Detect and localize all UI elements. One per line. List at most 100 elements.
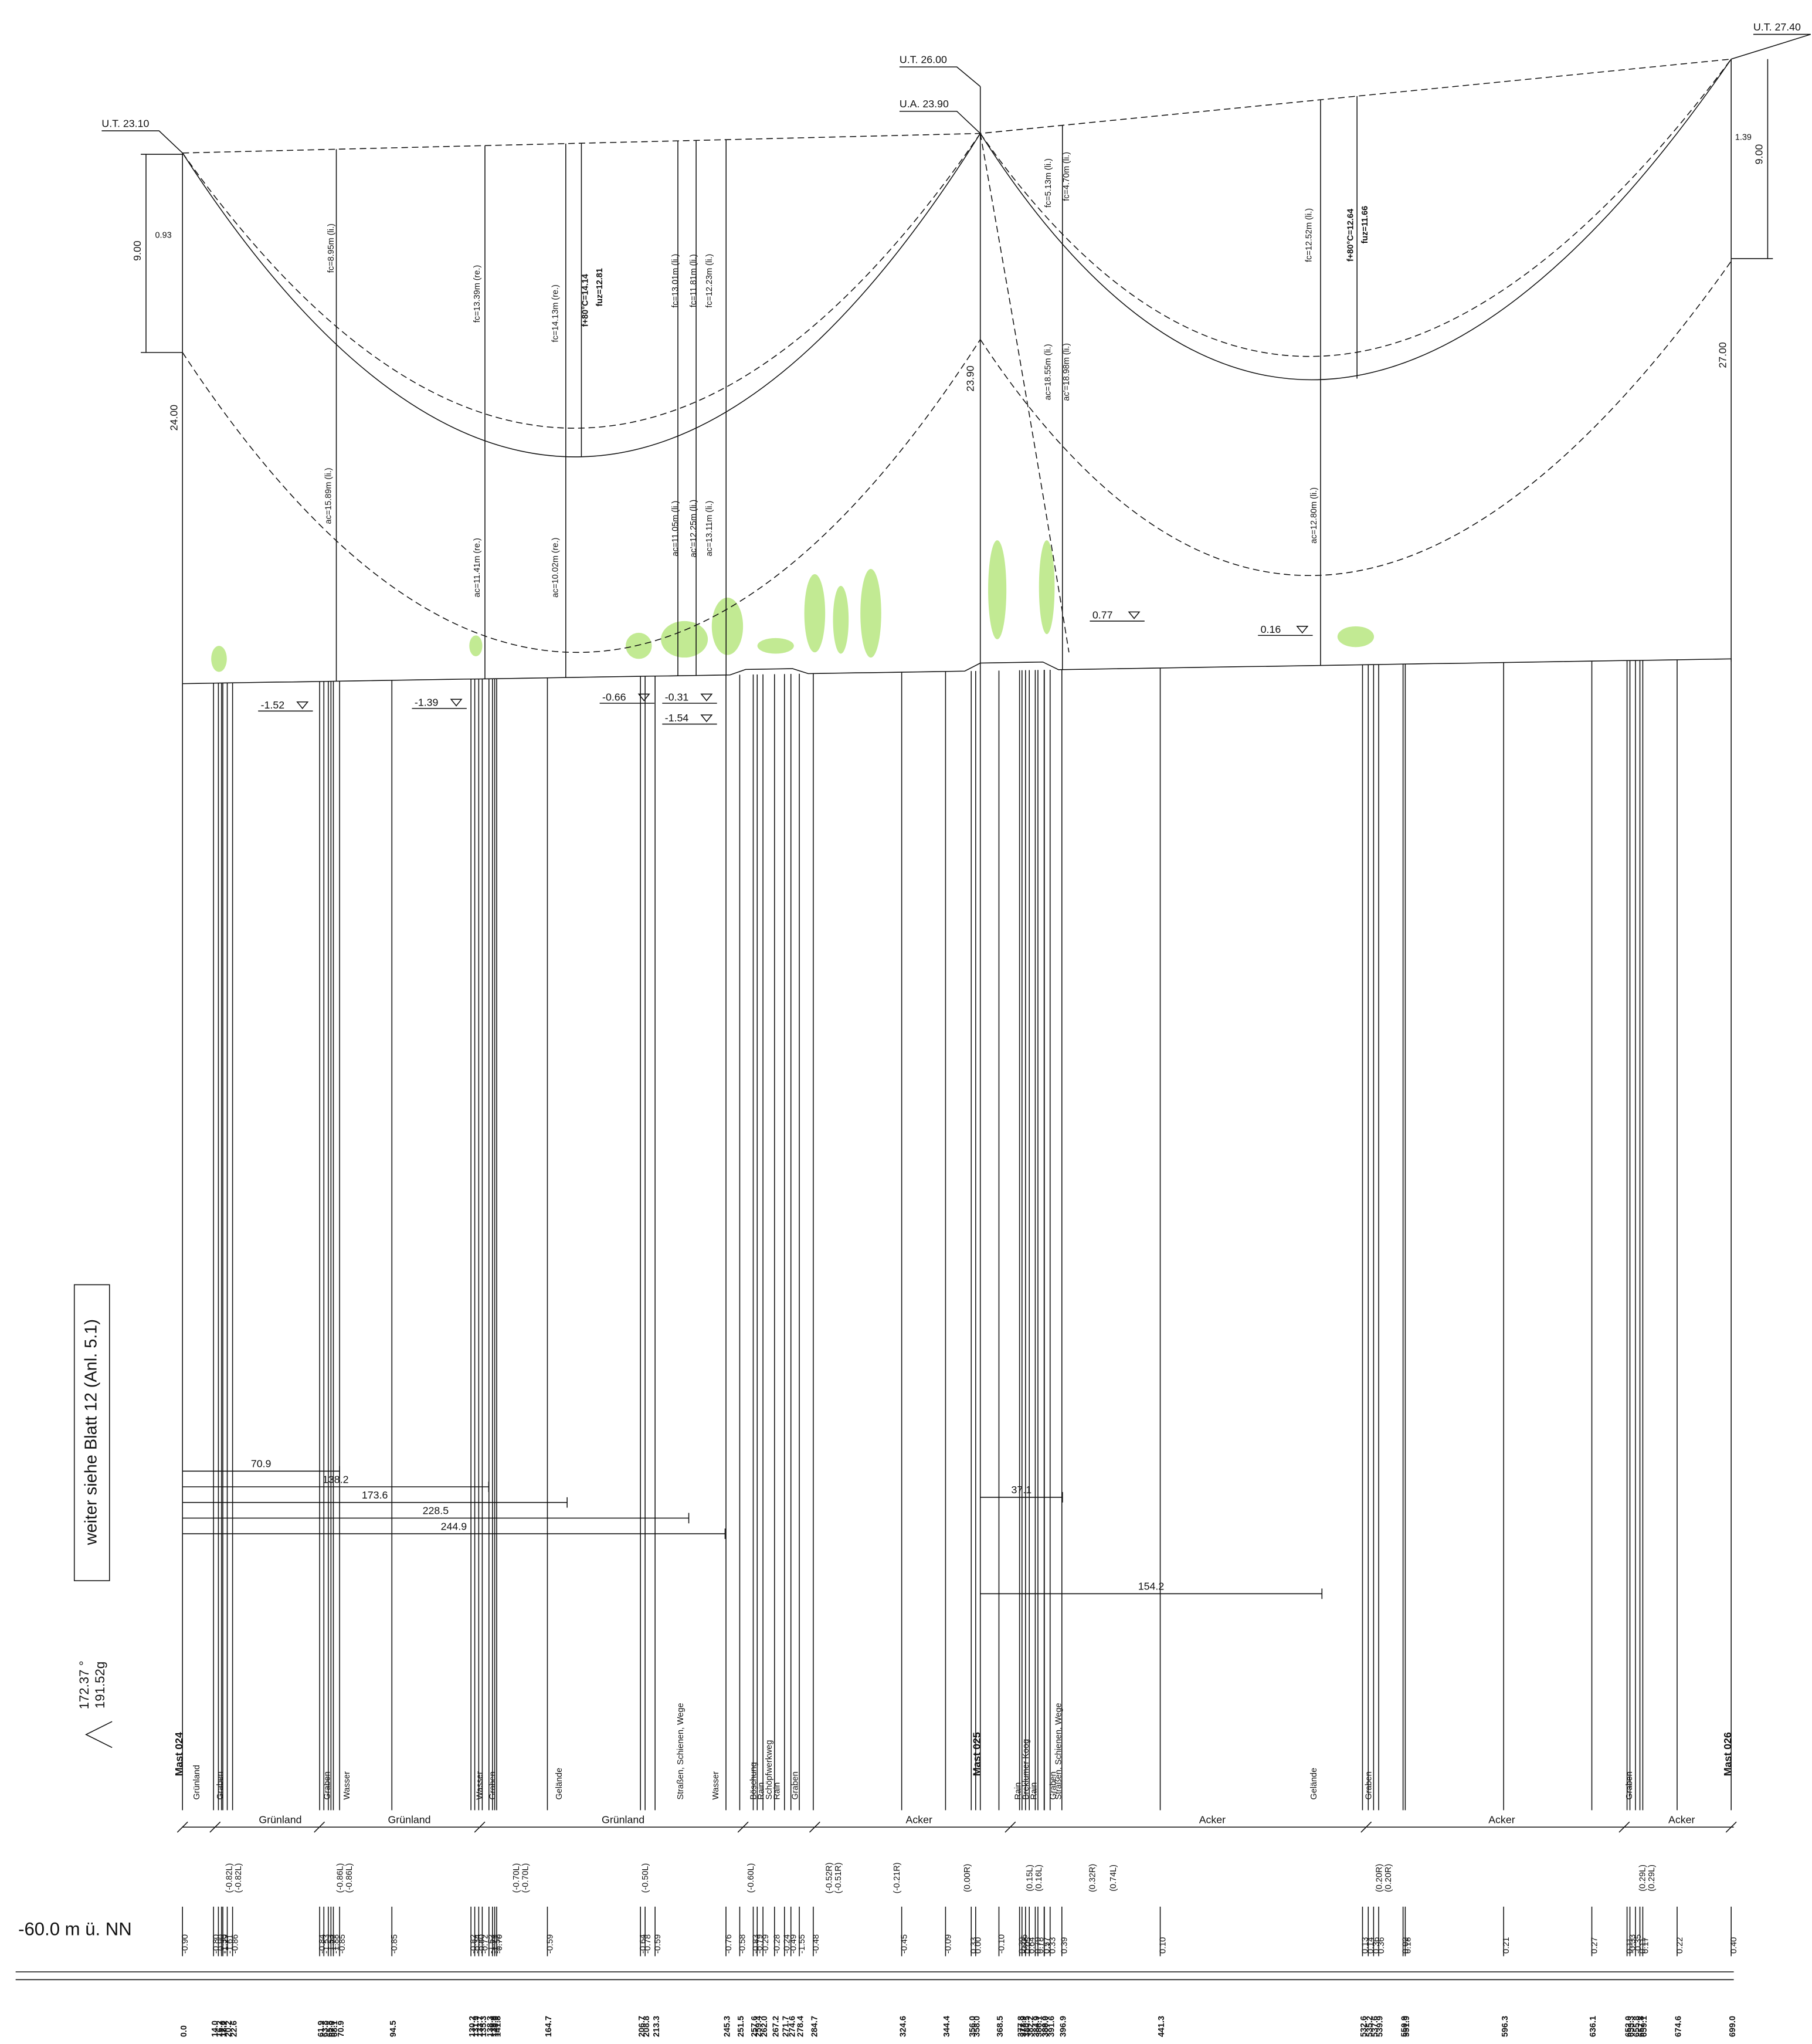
ground-height: -0.34 xyxy=(473,1934,482,1954)
ground-height: 0.33 xyxy=(969,1937,979,1954)
span-label: fc=12.52m (li.) xyxy=(1304,208,1314,262)
crossing: (-0.51R) xyxy=(834,1862,843,1893)
object-label: Wasser xyxy=(711,1771,721,1800)
ground-height: -0.59 xyxy=(545,1934,555,1954)
station: 133.7 xyxy=(476,2016,485,2037)
object-label: Straßen, Schienen, Wege xyxy=(676,1703,686,1799)
span-label: ac=10.02m (re.) xyxy=(551,538,560,598)
vegetation xyxy=(757,638,794,654)
station: 368.5 xyxy=(996,2016,1005,2037)
span-label: ac=13.11m (li.) xyxy=(705,501,714,557)
object-label: Grünland xyxy=(192,1765,202,1799)
ground-height: -1.53 xyxy=(322,1934,331,1954)
sag-label: f+80°C=14.14 xyxy=(581,274,591,327)
crossing: (0.15L) xyxy=(1026,1865,1035,1892)
station: 164.7 xyxy=(544,2016,554,2037)
object-label: Breklumer Koog xyxy=(1022,1739,1031,1800)
object-label: Graben xyxy=(488,1771,498,1799)
dim xyxy=(141,154,183,353)
ground-height: 0.21 xyxy=(1502,1937,1511,1954)
station: 94.5 xyxy=(389,2021,398,2037)
station: 259.4 xyxy=(754,2016,764,2037)
sag-label: f+80°C=12.64 xyxy=(1346,209,1355,262)
vegetation xyxy=(469,635,483,656)
ground-height: 0.40 xyxy=(1729,1937,1739,1954)
sag-label: fuz=12.81 xyxy=(595,268,605,306)
ground-height: -0.90 xyxy=(181,1934,190,1954)
object-label: Rain xyxy=(1014,1782,1023,1800)
crossing: (0.00R) xyxy=(963,1864,972,1892)
ground-height: -1.77 xyxy=(491,1934,500,1954)
station: 70.9 xyxy=(337,2021,346,2037)
mast-name: Mast 024 xyxy=(173,1732,185,1776)
station: 206.7 xyxy=(637,2016,647,2037)
station: 388.9 xyxy=(1041,2016,1050,2037)
ground-height: 0.10 xyxy=(1158,1937,1168,1954)
mast-name: Mast 025 xyxy=(971,1732,983,1776)
ground-height: -0.45 xyxy=(900,1934,910,1954)
station: 537.6 xyxy=(1370,2016,1380,2037)
station: 344.4 xyxy=(942,2016,952,2037)
station: 208.8 xyxy=(642,2016,651,2037)
vegetation xyxy=(804,574,826,653)
ground-height: -0.82 xyxy=(469,1934,479,1954)
object-label: Rain xyxy=(1029,1782,1039,1800)
station: 65.8 xyxy=(325,2021,334,2037)
station: 657.8 xyxy=(1637,2016,1646,2037)
station: 551.9 xyxy=(1402,2016,1411,2037)
station: 68.1 xyxy=(330,2021,340,2037)
station: 539.9 xyxy=(1376,2016,1385,2037)
crossing: (0.20R) xyxy=(1384,1864,1393,1892)
dimension-label: 173.6 xyxy=(362,1489,388,1501)
span-label: fc=14.13m (re.) xyxy=(551,284,560,342)
station: 274.6 xyxy=(788,2016,797,2037)
crossing: (0.16L) xyxy=(1034,1865,1044,1892)
land-use: Acker xyxy=(1668,1814,1695,1826)
object-label: Graben xyxy=(790,1771,800,1799)
ground-mark-symbol xyxy=(662,714,717,725)
mast-name: Mast 026 xyxy=(1722,1732,1733,1776)
land-sep xyxy=(314,1821,325,1833)
crossing: (-0.82L) xyxy=(234,1863,243,1893)
ground-height: -0.80 xyxy=(477,1934,486,1954)
station: 324.6 xyxy=(898,2016,908,2037)
mast-dim: 1.39 xyxy=(1735,133,1752,143)
object-label: Gelände xyxy=(555,1768,564,1800)
ground-height: -0.85 xyxy=(338,1934,347,1954)
station: 389.0 xyxy=(1041,2016,1051,2037)
ground-height: -0.83 xyxy=(751,1934,761,1954)
object-label: Graben xyxy=(1049,1771,1058,1799)
ground-mark-symbol xyxy=(412,699,467,709)
ground-height: -0.78 xyxy=(643,1934,653,1954)
ground-height: 0.78 xyxy=(1036,1937,1046,1954)
station: 386.1 xyxy=(1035,2016,1044,2037)
object-label: Böschung xyxy=(749,1762,758,1799)
station: 535.2 xyxy=(1365,2016,1375,2037)
crossing: (-0.70L) xyxy=(512,1863,521,1893)
station: 380.5 xyxy=(1022,2016,1031,2037)
station: 131.9 xyxy=(471,2016,481,2037)
station: 267.2 xyxy=(771,2016,781,2037)
ground-height: -1.30 xyxy=(220,1934,229,1954)
span-label: ac'=12.25m (li.) xyxy=(689,500,698,558)
land-sep xyxy=(737,1821,749,1833)
land-sep xyxy=(177,1821,188,1833)
angle-symbol xyxy=(84,1721,113,1748)
mast-label: U.T. 26.00 xyxy=(900,53,947,65)
station: 356.0 xyxy=(968,2016,978,2037)
object-label: Graben xyxy=(323,1771,332,1799)
ground-height: -0.49 xyxy=(789,1934,799,1954)
ground-mark: -1.52 xyxy=(261,699,285,711)
dimension-label: 244.9 xyxy=(441,1520,467,1532)
object-label: Wasser xyxy=(342,1771,352,1800)
dimension-label: 154.2 xyxy=(1138,1581,1164,1592)
land-use: Acker xyxy=(1199,1814,1226,1826)
object-label: Rain xyxy=(757,1782,766,1800)
station: 14.0 xyxy=(211,2021,220,2037)
ground-mark: -1.54 xyxy=(665,712,689,724)
vegetation xyxy=(833,585,849,654)
crossing: (-0.21R) xyxy=(893,1862,902,1893)
station: 22.6 xyxy=(229,2021,239,2037)
